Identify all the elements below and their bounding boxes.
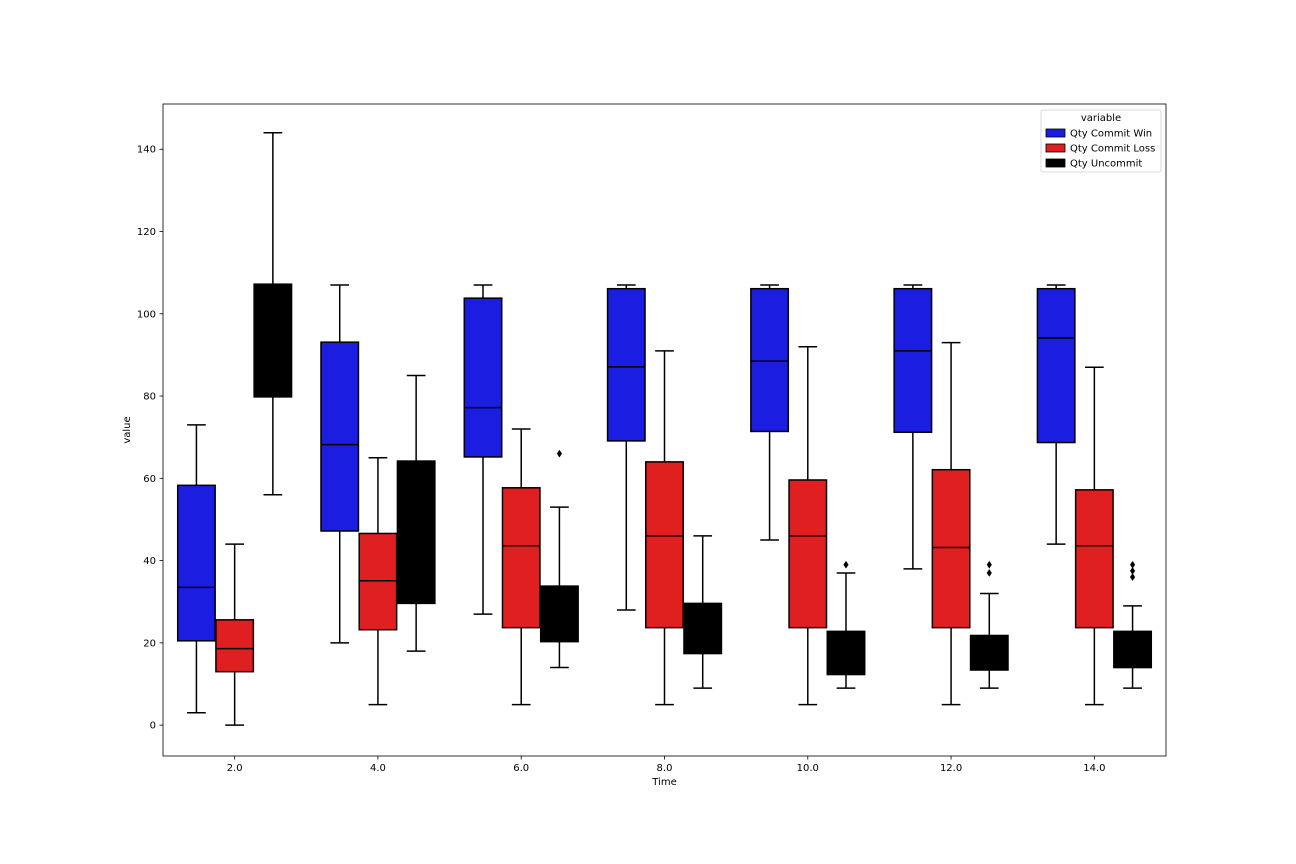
box-group [826, 560, 866, 689]
legend-swatch [1045, 158, 1066, 168]
box [969, 634, 1009, 671]
y-tick-label: 40 [143, 556, 156, 567]
legend-label: Qty Commit Win [1070, 129, 1152, 140]
outlier-point [1129, 566, 1136, 575]
box-group [501, 428, 541, 706]
box-group [539, 449, 579, 669]
box [176, 484, 216, 642]
legend-swatch [1045, 143, 1066, 153]
y-tick-label: 0 [150, 721, 156, 732]
box [215, 619, 255, 673]
y-tick-label: 140 [137, 145, 156, 156]
box [683, 602, 723, 655]
box-group [358, 457, 398, 706]
outlier-point [986, 560, 992, 569]
box [463, 297, 503, 458]
box-group [1036, 284, 1076, 545]
legend-title: variable [1081, 113, 1121, 124]
x-tick-label: 10.0 [797, 763, 819, 774]
legend: variable Qty Commit Win Qty Commit Loss Qty… [1040, 109, 1162, 173]
box [1036, 287, 1076, 444]
box [931, 468, 971, 629]
box-group [750, 284, 790, 541]
legend-label: Qty Uncommit [1070, 159, 1142, 170]
legend-label: Qty Commit Loss [1070, 144, 1155, 155]
box [501, 487, 541, 629]
box-group [253, 132, 293, 496]
box-group [396, 374, 436, 652]
plot-area [176, 132, 1153, 726]
box-group [788, 345, 828, 706]
box [893, 287, 933, 434]
box-group [931, 341, 971, 706]
y-tick-label: 80 [143, 392, 156, 403]
outlier-point [843, 560, 849, 569]
axes: 0 20 40 60 80 100 120 140 2.0 4.0 6.0 8.0 10.0 12.0 14… [122, 103, 1167, 788]
box [253, 283, 293, 398]
box-group [683, 535, 723, 689]
box [788, 479, 828, 629]
y-tick-label: 120 [137, 227, 156, 238]
y-tick-label: 100 [137, 309, 156, 320]
box-group [215, 543, 255, 726]
box-group [969, 560, 1009, 689]
box [606, 287, 646, 442]
box [826, 630, 866, 676]
outlier-point [1129, 573, 1136, 582]
outlier-point [986, 568, 992, 577]
box [396, 460, 436, 605]
box [645, 461, 684, 629]
x-tick-label: 8.0 [657, 763, 673, 774]
x-tick-label: 4.0 [370, 763, 386, 774]
outlier-point [556, 449, 563, 458]
box [1074, 489, 1114, 629]
outlier-point [1129, 560, 1136, 569]
box-group [893, 284, 933, 570]
x-tick-label: 12.0 [940, 763, 962, 774]
box-group [176, 424, 216, 714]
x-tick-label: 2.0 [227, 763, 243, 774]
box-group [645, 350, 684, 706]
box-group [606, 284, 646, 611]
legend-frame [1040, 109, 1162, 173]
y-tick-label: 60 [143, 474, 156, 485]
x-tick-label: 14.0 [1083, 763, 1105, 774]
box [539, 585, 579, 643]
y-tick-label: 20 [143, 638, 156, 649]
box-group [463, 284, 503, 615]
box-group [1113, 560, 1153, 689]
x-tick-label: 6.0 [513, 763, 529, 774]
legend-swatch [1045, 128, 1066, 138]
x-axis-title: Time [651, 777, 676, 788]
box [358, 532, 398, 631]
box-group [320, 284, 360, 644]
box-group [1074, 366, 1114, 706]
y-axis-title: value [122, 416, 133, 443]
box [320, 341, 360, 532]
box [750, 287, 790, 433]
